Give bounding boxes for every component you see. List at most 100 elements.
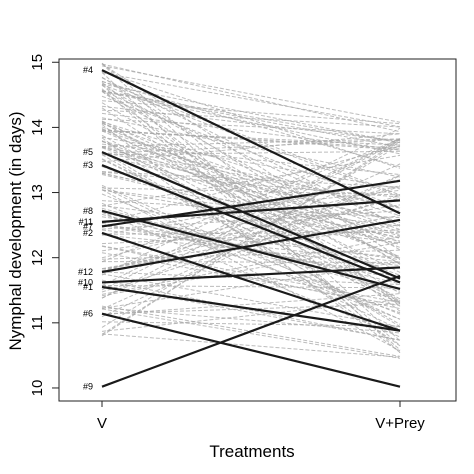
background-line	[101, 138, 401, 147]
x-tick-label: V+Prey	[375, 415, 425, 432]
background-line	[101, 143, 401, 176]
background-line	[101, 139, 401, 291]
y-axis-title: Nymphal development (in days)	[6, 111, 25, 350]
background-line	[101, 105, 401, 142]
background-line	[101, 200, 401, 219]
background-line	[101, 308, 401, 359]
x-axis-title: Treatments	[209, 442, 294, 461]
background-line	[101, 76, 401, 265]
background-line	[101, 213, 401, 292]
highlighted-line	[101, 266, 401, 284]
highlighted-line	[101, 218, 401, 274]
line-label: #7	[83, 221, 93, 231]
highlighted-line	[101, 274, 401, 388]
background-line	[101, 121, 401, 217]
background-line	[101, 273, 401, 328]
background-line	[101, 187, 401, 196]
background-line	[101, 150, 401, 327]
x-tick-label: V	[97, 415, 107, 432]
background-line	[101, 63, 401, 259]
line-label: #4	[83, 65, 93, 75]
background-line	[101, 186, 401, 331]
background-line	[101, 102, 401, 281]
background-line	[101, 146, 401, 236]
background-line	[101, 120, 401, 260]
line-label: #5	[83, 147, 93, 157]
background-line	[101, 130, 401, 259]
line-label: #11	[79, 217, 93, 227]
line-label: #12	[78, 267, 93, 277]
background-line	[101, 138, 401, 286]
background-line	[101, 83, 401, 144]
line-label: #6	[83, 309, 93, 319]
y-axis: 10 11 12 13 14 15	[29, 54, 60, 397]
background-line	[101, 249, 401, 260]
background-line	[101, 197, 401, 272]
line-label: #8	[83, 206, 93, 216]
background-line	[101, 186, 401, 272]
background-line	[101, 139, 401, 337]
background-line	[101, 307, 401, 334]
y-tick-label: 10	[29, 380, 46, 397]
background-line	[101, 214, 401, 270]
background-line	[101, 145, 401, 209]
background-line	[101, 90, 401, 155]
background-line	[101, 229, 401, 245]
line-labels-group: #4 #5 #3 #8#11#7#2 #12#10#1 #6 #9	[78, 65, 93, 392]
highlighted-line	[101, 231, 401, 332]
background-line	[101, 207, 401, 290]
highlighted-line	[101, 312, 401, 388]
line-label: #2	[83, 228, 93, 238]
background-line	[101, 210, 401, 230]
highlighted-line	[101, 151, 401, 280]
highlighted-line	[101, 209, 401, 291]
background-line	[101, 122, 401, 231]
background-line	[101, 90, 401, 144]
background-line	[101, 138, 401, 155]
background-line	[101, 100, 401, 125]
background-line	[101, 121, 401, 294]
y-tick-label: 11	[29, 315, 46, 331]
y-tick-label: 13	[29, 184, 46, 201]
background-line	[101, 65, 401, 123]
background-line	[101, 141, 401, 248]
line-label: #9	[83, 382, 93, 392]
background-line	[101, 72, 401, 128]
background-line	[101, 147, 401, 258]
line-label: #10	[78, 277, 93, 287]
background-line	[101, 109, 401, 128]
highlighted-line	[101, 164, 401, 284]
background-line	[101, 189, 401, 227]
background-line	[101, 90, 401, 148]
background-line	[101, 128, 401, 280]
line-label: #3	[83, 160, 93, 170]
background-line	[101, 151, 401, 222]
y-tick-label: 14	[29, 119, 46, 136]
background-line	[101, 136, 401, 190]
background-line	[101, 261, 401, 309]
background-line	[101, 279, 401, 341]
background-line	[101, 130, 401, 146]
line-label: #1	[83, 282, 93, 292]
y-tick-label: 12	[29, 249, 46, 266]
background-line	[101, 174, 401, 245]
background-line	[101, 236, 401, 295]
background-line	[101, 321, 401, 327]
background-line	[101, 144, 401, 328]
background-line	[101, 129, 401, 149]
background-line	[101, 202, 401, 320]
x-axis: V V+Prey	[97, 401, 425, 432]
background-line	[101, 271, 401, 286]
background-line	[101, 127, 401, 276]
background-line	[101, 122, 401, 273]
background-line	[101, 303, 401, 315]
background-line	[101, 88, 401, 351]
y-tick-label: 15	[29, 54, 46, 71]
background-line	[101, 77, 401, 227]
background-line	[101, 154, 401, 207]
background-line	[101, 333, 401, 358]
background-line	[101, 82, 401, 312]
background-line	[101, 71, 401, 169]
background-line	[101, 117, 401, 178]
